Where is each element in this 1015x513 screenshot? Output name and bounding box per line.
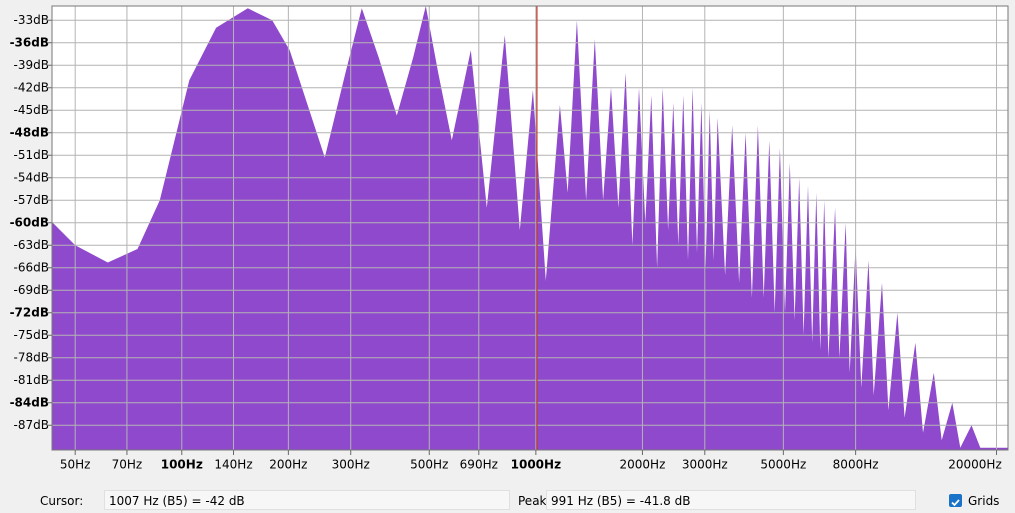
x-tick-label: 690Hz: [460, 458, 498, 472]
y-tick-label: -45dB: [14, 103, 49, 117]
grids-label[interactable]: Grids: [968, 494, 1000, 508]
x-tick-label: 8000Hz: [833, 458, 879, 472]
x-tick-label: 200Hz: [269, 458, 307, 472]
x-tick-label: 50Hz: [60, 458, 91, 472]
x-tick-label: 300Hz: [332, 458, 370, 472]
x-tick-label: 70Hz: [112, 458, 143, 472]
check-mark: [951, 499, 960, 507]
y-tick-label: -66dB: [14, 260, 49, 274]
plot-border: [51, 5, 1009, 451]
y-tick-label: -63dB: [14, 238, 49, 252]
y-tick-label: -39dB: [14, 58, 49, 72]
x-tick-label: 1000Hz: [511, 458, 561, 472]
y-tick-label: -36dB: [10, 35, 49, 49]
peak-readout: 991 Hz (B5) = -41.8 dB: [546, 490, 916, 510]
y-tick-label: -75dB: [14, 328, 49, 342]
x-tick-label: 500Hz: [410, 458, 448, 472]
spectrum-chart: -33dB -36dB -39dB -42dB -45dB -48dB -51dB -54dB…: [10, 5, 1009, 472]
y-tick-label: -48dB: [10, 125, 49, 139]
y-tick-label: -42dB: [14, 80, 49, 94]
x-tick-label: 100Hz: [161, 458, 203, 472]
peak-label: Peak:: [518, 494, 551, 508]
cursor-readout: 1007 Hz (B5) = -42 dB: [104, 490, 510, 510]
y-tick-label: -57dB: [14, 193, 49, 207]
y-tick-label: -78dB: [14, 350, 49, 364]
x-tick-label: 3000Hz: [682, 458, 728, 472]
y-tick-label: -33dB: [14, 13, 49, 27]
y-tick-label: -72dB: [10, 305, 49, 319]
x-tick-label: 20000Hz: [948, 458, 1002, 472]
x-tick-label: 5000Hz: [760, 458, 806, 472]
y-tick-label: -87dB: [14, 418, 49, 432]
y-tick-label: -84dB: [10, 395, 49, 409]
cursor-label: Cursor:: [40, 494, 84, 508]
spectrum-area: [52, 6, 1008, 450]
grids-checkbox[interactable]: [949, 494, 962, 507]
y-tick-label: -51dB: [14, 148, 49, 162]
y-tick-label: -81dB: [14, 373, 49, 387]
y-tick-label: -54dB: [14, 170, 49, 184]
y-tick-label: -69dB: [14, 283, 49, 297]
x-tick-label: 2000Hz: [620, 458, 666, 472]
y-tick-label: -60dB: [10, 215, 49, 229]
x-tick-label: 140Hz: [214, 458, 252, 472]
